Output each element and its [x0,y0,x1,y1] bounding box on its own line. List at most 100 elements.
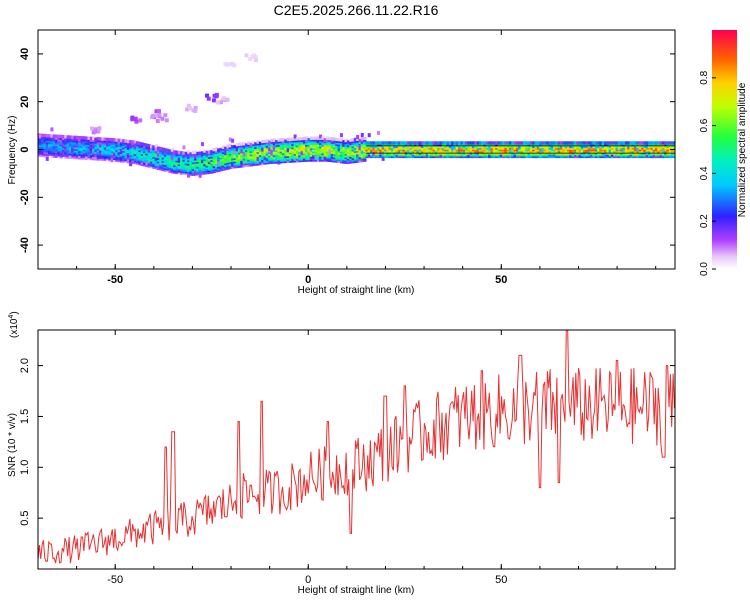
heatmap-blob [154,109,159,114]
heatmap-cell [509,141,513,145]
heatmap-cell [233,150,237,155]
heatmap-cell [64,135,68,139]
heatmap-cell [342,140,346,144]
heatmap-cell [571,141,575,145]
heatmap-cell [140,142,145,146]
heatmap-blob [134,119,139,124]
heatmap-cell [365,141,369,145]
heatmap-cell [48,134,52,138]
heatmap-cell [133,140,138,145]
colorbar-gradient [712,30,737,269]
heatmap-cell [161,147,165,152]
heatmap-cell [671,141,675,145]
heatmap-cell [156,152,160,157]
heatmap-cell [483,141,487,145]
heatmap-cell [532,141,536,145]
colorbar-tick-label: 0.6 [699,118,710,132]
heatmap-cell [610,141,615,145]
heatmap-cell [539,141,543,145]
heatmap-cell [154,144,159,148]
heatmap-cell [78,136,82,140]
heatmap-cell [559,141,564,145]
heatmap-cell [529,141,534,145]
heatmap-cell [305,136,309,141]
heatmap-blob [232,63,237,68]
heatmap-cell [356,134,360,139]
heatmap-cell [300,151,304,156]
colorbar-tick-label: 0.0 [699,262,710,276]
heatmap-cell [427,141,432,145]
heatmap-cell [61,134,66,139]
heatmap-cell [219,147,223,152]
heatmap-cell [170,148,175,152]
heatmap-cell [555,141,559,145]
heatmap-cell [214,147,219,151]
heatmap-cell [159,147,163,151]
heatmap-cell [244,143,249,147]
heatmap-cell [627,141,631,145]
heatmap-cell [367,133,371,138]
heatmap-cell [233,144,237,149]
heatmap-cell [96,137,101,141]
heatmap-cell [402,141,406,145]
heatmap-cell [189,152,193,156]
heatmap-cell [73,136,77,141]
heatmap-cell [411,141,416,145]
bottom-x-axis-label: Height of straight line (km) [298,585,415,596]
heatmap-cell [578,141,582,145]
heatmap-cell [518,141,522,145]
heatmap-cell [460,141,464,145]
heatmap-cell [668,141,673,145]
heatmap-cell [467,141,471,145]
heatmap-cell [312,136,316,140]
heatmap-cell [557,141,562,145]
heatmap-cell [314,136,318,140]
heatmap-cell [170,156,174,161]
heatmap-blob [214,92,219,97]
heatmap-cell [613,141,617,145]
heatmap-cell [372,151,376,156]
heatmap-cell [194,150,198,154]
heatmap-cell [154,147,158,152]
heatmap-cell [150,144,154,149]
heatmap-cell [437,141,441,145]
heatmap-cell [270,138,274,143]
heatmap-cell [238,142,242,147]
heatmap-cell [358,145,362,150]
heatmap-cell [659,141,664,145]
heatmap-cell [462,141,467,145]
heatmap-cell [314,155,318,160]
heatmap-cell [585,141,589,145]
heatmap-cell [270,149,274,154]
heatmap-cell [321,136,325,140]
heatmap-blob [187,106,192,111]
heatmap-cell [541,141,545,145]
heatmap-blob [215,100,220,105]
heatmap-cell [168,149,172,153]
heatmap-cell [110,138,115,142]
heatmap-cell [129,140,133,144]
heatmap-cell [228,137,232,142]
heatmap-blob [156,109,161,114]
bottom-x-axis: -50 0 50 [37,330,657,586]
heatmap-cell [275,140,279,144]
heatmap-cell [620,141,624,145]
heatmap-cell [666,141,670,145]
heatmap-blob [157,112,162,117]
heatmap-cell [217,161,221,166]
colorbar: 0.0 0.2 0.4 0.6 0.8 Normalized spectral ampl… [699,30,748,276]
spectrogram-heatmap [38,53,675,178]
chart-title: C2E5.2025.266.11.22.R16 [274,2,439,18]
heatmap-cell [451,141,455,145]
heatmap-cell [597,141,601,145]
heatmap-cell [101,137,105,141]
heatmap-cell [71,135,75,139]
heatmap-cell [256,140,260,144]
heatmap-cell [200,142,204,147]
heatmap-cell [455,141,460,145]
heatmap-cell [624,141,629,145]
heatmap-blob [163,113,168,118]
heatmap-cell [99,137,103,141]
heatmap-cell [52,134,57,138]
heatmap-cell [353,137,357,142]
